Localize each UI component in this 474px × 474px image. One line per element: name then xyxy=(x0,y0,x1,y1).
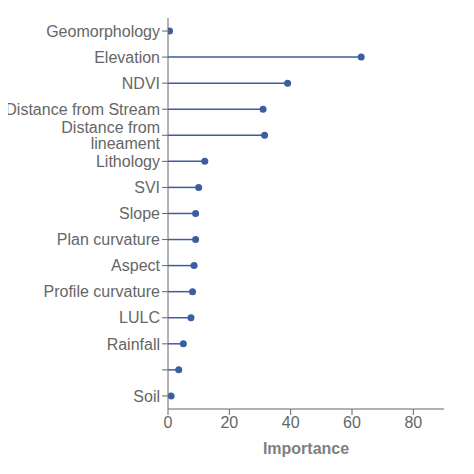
svg-text:40: 40 xyxy=(282,414,300,431)
svg-text:NDVI: NDVI xyxy=(122,75,160,92)
svg-text:Rainfall: Rainfall xyxy=(107,336,160,353)
svg-text:Slope: Slope xyxy=(119,205,160,222)
svg-text:Lithology: Lithology xyxy=(96,153,160,170)
svg-text:Elevation: Elevation xyxy=(94,49,160,66)
svg-text:Distance fromlineament: Distance fromlineament xyxy=(61,119,160,152)
svg-text:Aspect: Aspect xyxy=(111,257,160,274)
svg-text:LULC: LULC xyxy=(119,309,160,326)
svg-text:Plan curvature: Plan curvature xyxy=(57,231,160,248)
svg-text:Soil: Soil xyxy=(133,388,160,405)
svg-text:0: 0 xyxy=(164,414,173,431)
svg-text:Geomorphology: Geomorphology xyxy=(46,23,160,40)
svg-text:Importance: Importance xyxy=(263,440,349,457)
svg-text:20: 20 xyxy=(220,414,238,431)
svg-text:Profile curvature: Profile curvature xyxy=(44,283,161,300)
svg-text:Distance from Stream: Distance from Stream xyxy=(8,101,160,118)
svg-text:SVI: SVI xyxy=(134,179,160,196)
svg-text:80: 80 xyxy=(404,414,422,431)
svg-text:60: 60 xyxy=(343,414,361,431)
